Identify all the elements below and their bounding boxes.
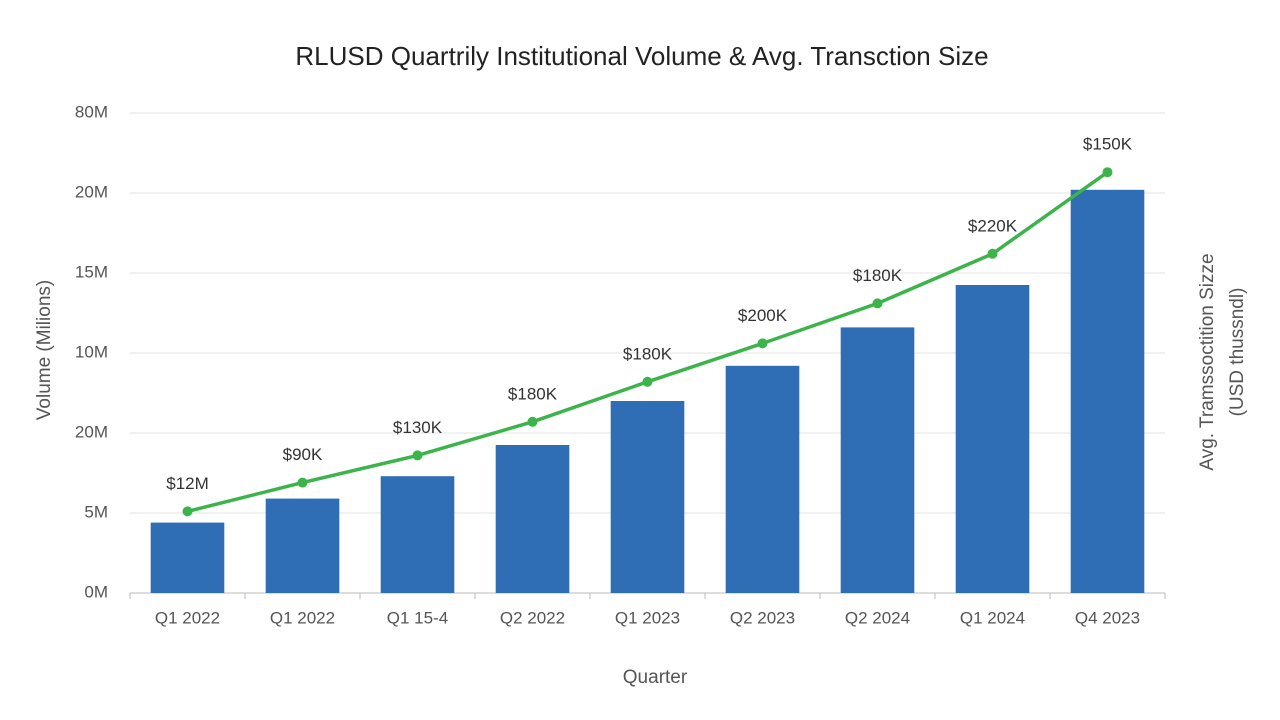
chart-title: RLUSD Quartrily Institutional Volume & A… xyxy=(295,41,988,71)
bar xyxy=(1070,189,1145,594)
x-tick-label: Q1 2024 xyxy=(960,608,1025,627)
x-tick-label: Q2 2023 xyxy=(730,608,795,627)
line-point xyxy=(412,450,423,461)
y2-axis-label: Avg. Tramssoctition Sizze xyxy=(1197,253,1218,470)
bar xyxy=(955,285,1030,593)
x-tick-label: Q2 2024 xyxy=(845,608,910,627)
y-axis-label: Volume (Milions) xyxy=(34,280,55,420)
x-tick-label: Q1 2023 xyxy=(615,608,680,627)
y-tick-label: 20M xyxy=(75,422,108,441)
x-tick-label: Q4 2023 xyxy=(1075,608,1140,627)
data-label: $150K xyxy=(1083,135,1133,154)
data-label: $12M xyxy=(166,474,209,493)
x-tick-label: Q2 2022 xyxy=(500,608,565,627)
bar xyxy=(840,327,915,593)
y-tick-label: 5M xyxy=(84,502,108,521)
data-label: $130K xyxy=(393,418,443,437)
y-tick-label: 15M xyxy=(75,262,108,281)
data-label: $90K xyxy=(283,445,323,464)
data-label: $200K xyxy=(738,306,788,325)
line-point xyxy=(1102,167,1113,178)
line-point xyxy=(297,477,308,488)
x-tick-label: Q1 2022 xyxy=(155,608,220,627)
x-axis-label: Quarter xyxy=(623,667,688,688)
bar xyxy=(150,522,225,593)
bar xyxy=(610,401,685,593)
bar xyxy=(265,498,340,593)
data-label: $180K xyxy=(853,266,903,285)
y2-axis-label: (USD thussndl) xyxy=(1227,288,1248,417)
y-tick-label: 20M xyxy=(75,182,108,201)
bar xyxy=(725,365,800,593)
data-label: $180K xyxy=(508,384,558,403)
line-point xyxy=(527,416,538,427)
data-label: $180K xyxy=(623,344,673,363)
line-point xyxy=(872,298,883,309)
bar xyxy=(380,476,455,593)
x-tick-label: Q1 15-4 xyxy=(387,608,448,627)
line-point xyxy=(642,376,653,387)
bar xyxy=(495,445,570,593)
x-tick-label: Q1 2022 xyxy=(270,608,335,627)
line-point xyxy=(182,506,193,517)
y-tick-label: 0M xyxy=(84,582,108,601)
data-label: $220K xyxy=(968,216,1018,235)
line-point xyxy=(987,248,998,259)
y-tick-label: 10M xyxy=(75,342,108,361)
line-point xyxy=(757,338,768,349)
y-tick-label: 80M xyxy=(75,102,108,121)
